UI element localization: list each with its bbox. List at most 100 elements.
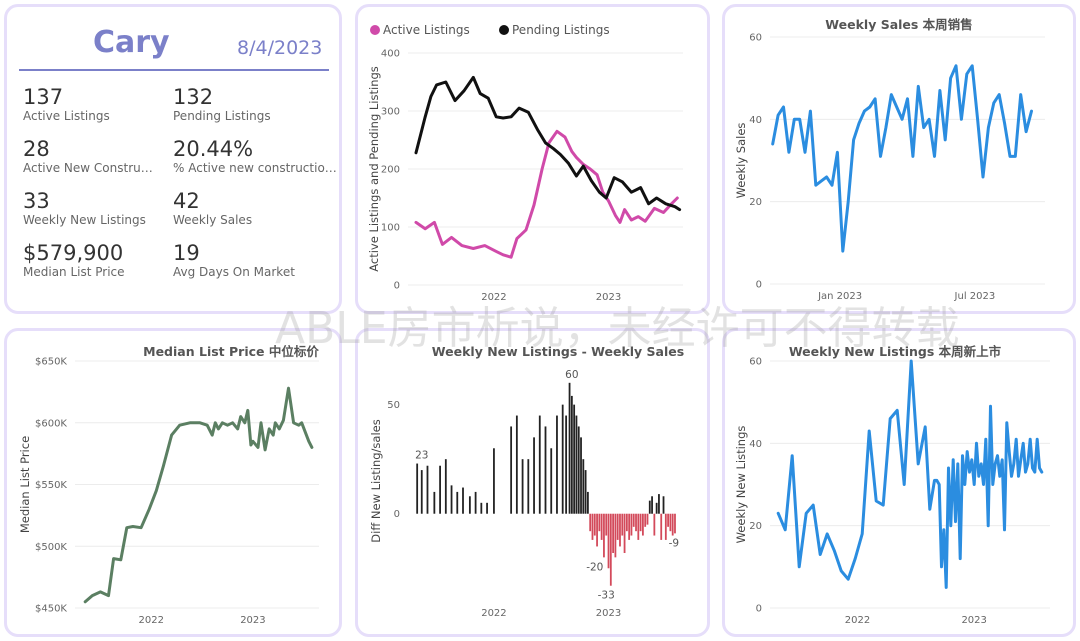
data-point — [243, 421, 246, 424]
bar — [644, 513, 647, 527]
bar — [646, 513, 649, 525]
bar — [639, 513, 642, 532]
weekly-new-listings-chart: Weekly New Listings 本周新上市 Weekly New List… — [734, 344, 1050, 626]
data-point — [868, 430, 871, 432]
data-point — [211, 434, 214, 436]
data-point — [239, 415, 242, 418]
data-point — [226, 424, 229, 427]
data-point — [998, 93, 1001, 96]
data-point — [607, 200, 610, 202]
data-point — [206, 424, 209, 427]
data-point — [536, 128, 539, 131]
data-point — [940, 565, 943, 568]
data-point — [162, 465, 165, 467]
data-point — [495, 115, 498, 118]
data-point — [178, 424, 181, 427]
data-point — [619, 221, 621, 224]
bar — [556, 415, 558, 514]
data-point — [782, 106, 785, 108]
kpi-value: $579,900 — [23, 241, 124, 265]
kpi-weekly-new-listings: 33 Weekly New Listings — [23, 189, 173, 228]
bar — [439, 465, 441, 514]
data-point — [847, 200, 850, 203]
data-point — [533, 204, 535, 206]
data-point — [630, 219, 633, 221]
bar — [658, 494, 660, 514]
bar — [538, 415, 541, 514]
y-tick-label: 20 — [749, 197, 762, 208]
kpi-value: 137 — [23, 85, 64, 109]
x-tick-label: 2023 — [961, 615, 986, 626]
data-point — [287, 387, 290, 390]
median-price-chart-card: Median List Price 中位标价 Median List Price $… — [4, 328, 342, 637]
data-point — [472, 76, 475, 79]
data-label: 23 — [415, 450, 428, 462]
data-point — [278, 428, 281, 430]
data-point — [274, 421, 277, 424]
data-point — [463, 89, 466, 92]
listings-chart-card: Active Listings Pending Listings Active Li… — [355, 4, 710, 314]
data-point — [199, 421, 201, 424]
data-point — [264, 449, 267, 451]
data-point — [502, 253, 505, 256]
data-point — [307, 440, 310, 443]
data-point — [805, 512, 808, 515]
data-point — [454, 99, 456, 102]
y-tick-label: 0 — [756, 280, 762, 291]
data-point — [424, 115, 427, 118]
data-point — [1029, 438, 1032, 441]
data-point — [84, 600, 87, 603]
legend-marker — [370, 25, 380, 35]
data-point — [777, 512, 780, 515]
bar — [420, 470, 423, 514]
data-point — [1008, 450, 1011, 453]
data-point — [510, 115, 513, 118]
y-tick-label: 0 — [394, 281, 400, 292]
data-point — [952, 458, 955, 461]
kpi-label: Active Listings — [23, 109, 110, 123]
data-point — [863, 110, 866, 112]
data-point — [487, 97, 490, 100]
data-point — [623, 208, 626, 211]
data-point — [119, 558, 122, 561]
data-point — [483, 244, 486, 247]
legend-label: Pending Listings — [512, 23, 610, 37]
kpi-label: Active New Constructi... — [23, 161, 158, 175]
data-point — [590, 179, 593, 182]
data-point — [793, 118, 796, 121]
y-tick-label: 40 — [749, 115, 762, 126]
bar — [653, 513, 656, 536]
bar — [660, 513, 663, 540]
data-point — [415, 221, 417, 224]
data-point — [992, 101, 995, 104]
weekly-sales-chart: Weekly Sales 本周销售 Weekly Sales 0 20 40 60 Jan … — [734, 17, 1045, 302]
data-point — [1022, 442, 1025, 445]
chart-title: Weekly Sales 本周销售 — [825, 17, 972, 32]
bar — [586, 491, 589, 514]
bar — [603, 513, 605, 558]
y-axis-label: Weekly Sales — [734, 123, 748, 199]
data-point — [188, 421, 191, 424]
data-point — [155, 489, 158, 492]
data-point — [664, 202, 667, 205]
data-label: -9 — [669, 537, 679, 549]
weekly-sales-chart-card: Weekly Sales 本周销售 Weekly Sales 0 20 40 60 Jan … — [722, 4, 1076, 314]
data-point — [1009, 155, 1011, 158]
data-point — [502, 117, 505, 119]
data-point — [841, 250, 844, 252]
data-point — [917, 463, 920, 465]
data-point — [556, 130, 558, 133]
data-point — [980, 463, 983, 465]
data-point — [598, 191, 601, 194]
y-axis-label: Active Listings and Pending Listings — [367, 66, 381, 272]
weekly-new-listings-chart-card: Weekly New Listings 本周新上市 Weekly New List… — [722, 328, 1076, 637]
bar — [591, 513, 594, 540]
data-point — [938, 89, 941, 92]
data-point — [945, 586, 948, 589]
kpi-label: Avg Days On Market — [173, 265, 295, 279]
kpi-active-new-construction: 28 Active New Constructi... — [23, 137, 158, 176]
data-point — [214, 421, 217, 424]
data-point — [249, 444, 252, 446]
data-point — [798, 118, 801, 121]
data-point — [906, 97, 909, 100]
